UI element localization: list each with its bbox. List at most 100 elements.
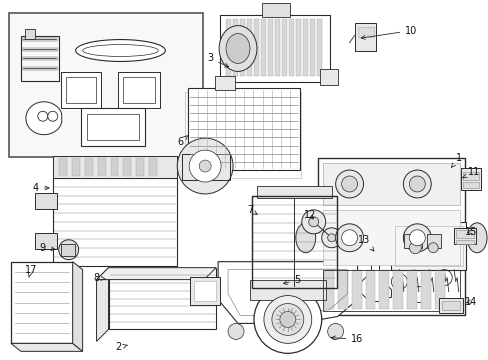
Bar xyxy=(390,222,465,270)
Bar xyxy=(86,114,139,140)
Ellipse shape xyxy=(82,45,158,57)
Bar xyxy=(9,13,203,157)
Bar xyxy=(365,270,375,310)
Circle shape xyxy=(403,224,430,252)
Bar xyxy=(136,158,144,176)
Bar xyxy=(123,158,131,176)
Bar xyxy=(427,234,440,248)
Bar xyxy=(194,280,216,301)
Bar xyxy=(253,19,259,76)
Circle shape xyxy=(327,234,335,242)
Text: 11: 11 xyxy=(462,167,479,178)
Ellipse shape xyxy=(295,223,315,253)
Bar xyxy=(53,156,177,178)
Polygon shape xyxy=(361,240,390,302)
Bar xyxy=(81,108,145,146)
Bar xyxy=(123,77,155,103)
Circle shape xyxy=(48,111,58,121)
Bar xyxy=(434,270,444,310)
Bar xyxy=(61,244,75,256)
Bar xyxy=(261,19,265,76)
Circle shape xyxy=(321,228,341,248)
Bar xyxy=(25,28,35,39)
Circle shape xyxy=(271,303,303,336)
Bar xyxy=(441,301,459,310)
Polygon shape xyxy=(218,262,357,323)
Bar xyxy=(249,280,325,300)
Text: 2: 2 xyxy=(115,342,127,352)
Circle shape xyxy=(408,176,425,192)
Bar xyxy=(288,19,293,76)
Text: 14: 14 xyxy=(464,297,476,306)
Text: 8: 8 xyxy=(93,273,105,283)
Bar xyxy=(182,154,229,180)
Bar xyxy=(462,172,478,180)
Bar xyxy=(455,230,473,238)
Ellipse shape xyxy=(466,223,486,253)
Bar xyxy=(322,163,459,205)
Text: 5: 5 xyxy=(283,275,300,285)
Bar xyxy=(438,298,462,314)
Bar xyxy=(11,262,73,343)
Bar xyxy=(295,19,300,76)
Bar xyxy=(118,72,160,108)
Bar xyxy=(351,270,361,310)
Bar xyxy=(251,196,336,288)
Text: 3: 3 xyxy=(206,54,228,67)
Bar xyxy=(72,158,80,176)
Circle shape xyxy=(279,311,295,328)
Circle shape xyxy=(403,170,430,198)
Bar xyxy=(110,158,118,176)
Circle shape xyxy=(427,243,437,253)
Text: 13: 13 xyxy=(358,235,373,251)
Bar xyxy=(220,15,329,82)
Circle shape xyxy=(335,170,363,198)
Polygon shape xyxy=(73,262,82,351)
Circle shape xyxy=(408,230,425,246)
Bar xyxy=(256,186,331,198)
Text: 1: 1 xyxy=(450,153,461,167)
Bar xyxy=(462,182,478,188)
Circle shape xyxy=(301,210,325,234)
Bar xyxy=(317,158,464,315)
Bar xyxy=(267,19,272,76)
Circle shape xyxy=(327,323,343,339)
Bar xyxy=(59,158,66,176)
Bar xyxy=(453,228,475,244)
Bar xyxy=(354,23,376,50)
Bar xyxy=(395,226,462,266)
Text: 15: 15 xyxy=(464,227,476,237)
Bar xyxy=(337,270,347,310)
Circle shape xyxy=(38,111,48,121)
Bar xyxy=(149,158,157,176)
Bar xyxy=(281,19,286,76)
Text: 16: 16 xyxy=(331,334,363,345)
Bar xyxy=(108,268,216,329)
Bar xyxy=(246,19,251,76)
Circle shape xyxy=(335,224,363,252)
Bar xyxy=(309,19,314,76)
Bar xyxy=(35,193,57,209)
Bar xyxy=(190,276,220,305)
Text: 10: 10 xyxy=(361,26,417,39)
Polygon shape xyxy=(96,268,108,341)
Bar xyxy=(393,270,403,310)
Bar xyxy=(251,196,336,288)
Text: 6: 6 xyxy=(177,135,188,147)
Circle shape xyxy=(253,285,321,353)
Bar xyxy=(262,3,289,17)
Circle shape xyxy=(227,323,244,339)
Bar xyxy=(323,270,333,310)
Circle shape xyxy=(341,230,357,246)
Circle shape xyxy=(59,240,79,260)
Polygon shape xyxy=(11,343,82,351)
Bar xyxy=(84,158,92,176)
Bar xyxy=(53,178,177,266)
Text: 17: 17 xyxy=(24,265,37,278)
Bar xyxy=(61,72,101,108)
Bar xyxy=(240,19,244,76)
Bar xyxy=(421,270,430,310)
Text: 12: 12 xyxy=(303,210,315,220)
Bar xyxy=(319,69,337,85)
Bar xyxy=(215,76,235,90)
